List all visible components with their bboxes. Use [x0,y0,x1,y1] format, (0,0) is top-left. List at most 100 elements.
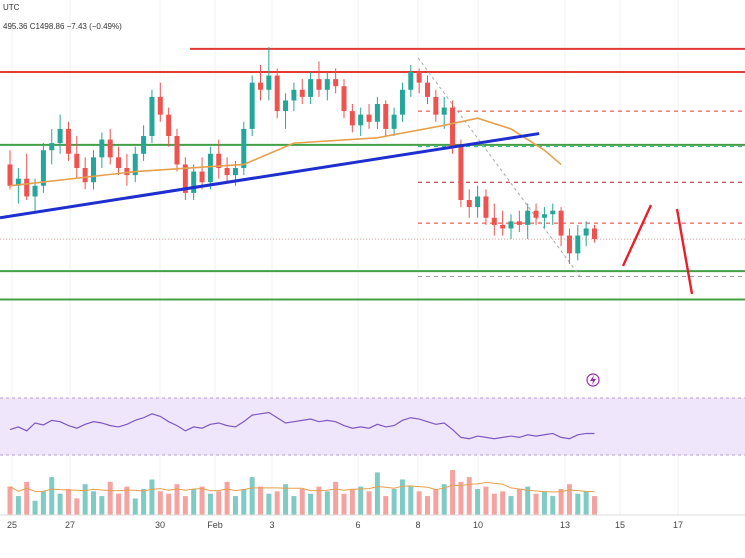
volume-bar [166,493,172,515]
candle-body [558,210,564,236]
candle [592,224,597,243]
candle-body [91,157,96,183]
candle [283,93,289,129]
candle [458,139,464,208]
candle [450,100,456,154]
candle-body [40,150,46,186]
candle-body [132,153,138,176]
volume-bar [475,488,481,515]
candle [182,157,188,200]
candle [566,228,572,264]
volume-bar [324,491,330,515]
bullish-projection-arrow [621,204,653,267]
candle-body [65,128,71,154]
candle [366,104,372,129]
candle [358,107,364,136]
candle-body [107,139,113,158]
candle [32,178,38,211]
volume-bar [583,491,589,515]
candle [99,132,105,168]
volume-bar [433,488,439,515]
volume-bar [341,493,347,515]
lightning-icon-bolt [590,375,596,385]
candle [40,143,46,193]
candle [57,114,63,154]
lightning-icon-ring [586,373,600,387]
volume-bar [241,488,247,515]
timezone-label: UTC [3,3,20,12]
candle-body [116,157,122,168]
candle [174,128,180,172]
candle [216,139,222,179]
candle-body [7,164,13,186]
candle [349,104,355,133]
volume-bar [7,486,13,515]
volume-bar [299,488,305,515]
candle-body [274,75,280,112]
volume-bar [466,477,472,515]
volume-bar [91,491,96,515]
volume-bar [65,488,71,515]
candle-body [592,228,597,240]
volume-bar [491,493,497,515]
candle [500,210,506,236]
volume-bar [358,486,364,515]
candle [575,224,581,261]
candle [124,153,130,186]
candle [324,72,330,101]
bullish-trendline [0,132,540,220]
fib-guide-line [417,57,581,277]
candle [516,210,522,232]
candle-body [483,196,489,218]
candle [74,136,80,179]
volume-bar [199,486,205,515]
candle-body [241,128,247,168]
volume-bar [74,498,80,515]
candle [24,153,30,200]
volume-bar [533,493,539,515]
volume-bar [399,479,405,515]
volume-bar [82,484,88,515]
volume-bar [40,491,46,515]
candle-body [491,217,497,225]
volume-bar [141,488,147,515]
x-tick-label: 15 [615,520,625,530]
candle-body [525,210,531,225]
volume-bar [266,493,272,515]
candle-body [283,100,289,112]
volume-bar [216,491,222,515]
candle [249,75,255,136]
volume-bar [224,481,230,515]
volume-bar [483,486,489,515]
candle [441,96,447,129]
candle-body [82,168,88,183]
volume-bar [425,496,430,515]
candle-body [475,196,481,208]
volume-bar [24,481,30,515]
x-tick-label: 3 [269,520,274,530]
candle [191,164,197,200]
x-tick-label: 30 [155,520,165,530]
volume-bar [308,493,314,515]
candle-body [583,228,589,236]
candle [224,157,230,183]
volume-bar [450,470,456,515]
volume-bar [291,496,297,515]
candle-body [15,178,21,186]
volume-average-line [9,482,595,493]
candle-body [174,136,180,165]
volume-bar [391,488,397,515]
volume-bar [500,491,506,515]
candle [207,146,213,190]
candle [483,189,489,225]
volume-bar [182,496,188,515]
candle [107,128,113,165]
candle-body [416,72,422,83]
candle-body [182,164,188,193]
candle-body [232,168,238,176]
volume-bar [575,493,581,515]
candle-body [258,82,263,90]
candle [533,203,539,225]
candle-body [374,104,380,122]
